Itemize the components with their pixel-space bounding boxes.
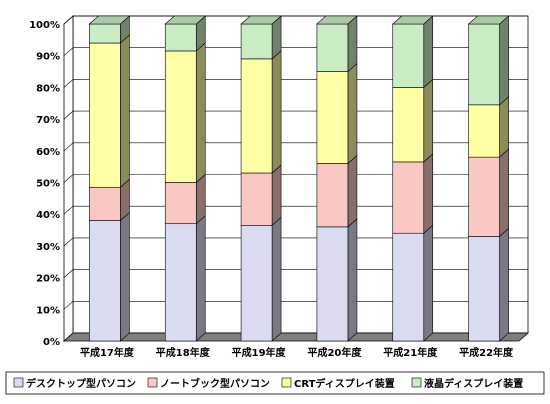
- legend-label: CRTディスプレイ装置: [294, 377, 395, 390]
- x-tick-label: 平成19年度: [232, 346, 287, 359]
- bar-segment: [164, 215, 206, 342]
- y-tick-label: 40%: [36, 210, 60, 221]
- legend-label: ノートブック型パソコン: [160, 377, 270, 390]
- bar-segment: [468, 148, 509, 238]
- gridline: [63, 15, 528, 25]
- gridline: [63, 142, 528, 152]
- legend-item: 液晶ディスプレイ装置: [411, 377, 523, 390]
- x-axis-ticks: 平成17年度 平成18年度 平成19年度 平成20年度 平成21年度 平成22年度: [80, 346, 514, 359]
- bar-stack: [88, 15, 131, 342]
- bar-segment: [316, 218, 358, 342]
- plot-floor: [62, 332, 530, 342]
- x-tick-label: 平成21年度: [383, 346, 438, 359]
- legend-label: デスクトップ型パソコン: [26, 377, 136, 390]
- legend-swatch: [13, 377, 24, 388]
- gridline: [63, 269, 528, 278]
- y-axis-ticks: 0% 10% 20% 30% 40% 50% 60% 70% 80% 90% 100%: [29, 20, 60, 348]
- bar-segment: [467, 15, 510, 106]
- x-tick-label: 平成20年度: [307, 346, 362, 359]
- gridlines: [63, 15, 528, 342]
- y-tick-label: 0%: [43, 337, 60, 348]
- y-tick-label: 70%: [36, 115, 60, 126]
- bar-segment: [392, 78, 434, 163]
- bar-segment: [240, 216, 282, 342]
- x-tick-label: 平成18年度: [156, 346, 211, 359]
- gridline: [63, 300, 528, 310]
- bar-segment: [164, 42, 206, 184]
- bar-segment: [392, 224, 434, 342]
- bar-stack: [240, 15, 282, 342]
- bar-segment: [89, 211, 130, 342]
- legend-item: ノートブック型パソコン: [147, 377, 270, 390]
- y-tick-label: 80%: [36, 83, 60, 94]
- bar-segment: [240, 50, 282, 174]
- bar-segment: [240, 164, 282, 226]
- y-tick-label: 90%: [36, 52, 60, 63]
- bar-segment: [316, 15, 358, 73]
- y-tick-label: 60%: [36, 147, 60, 158]
- gridline: [63, 79, 528, 88]
- bar-segment: [392, 153, 434, 234]
- bar-stack: [467, 15, 510, 342]
- bar-segment: [316, 62, 358, 165]
- legend-box: [5, 371, 545, 395]
- bar-segment: [89, 178, 130, 222]
- legend-label: 液晶ディスプレイ装置: [424, 377, 523, 390]
- bar-segment: [164, 15, 207, 52]
- bar-stack: [164, 15, 207, 342]
- bar-segment: [88, 15, 131, 44]
- y-tick-label: 30%: [36, 242, 60, 253]
- legend-item: デスクトップ型パソコン: [13, 377, 136, 390]
- legend-swatch: [411, 377, 422, 388]
- x-tick-label: 平成17年度: [80, 346, 135, 359]
- floor: [62, 332, 530, 342]
- legend: デスクトップ型パソコン ノートブック型パソコン CRTディスプレイ装置 液晶ディスプレ…: [5, 371, 545, 395]
- bar-segment: [316, 154, 358, 228]
- y-tick-label: 20%: [36, 274, 60, 285]
- y-tick-label: 50%: [36, 179, 60, 190]
- bar-segment: [468, 96, 509, 158]
- gridline: [63, 237, 528, 247]
- x-tick-label: 平成22年度: [459, 346, 514, 359]
- bar-segment: [468, 227, 509, 342]
- gridline: [63, 205, 528, 215]
- plot-back-wall: [63, 15, 529, 342]
- bar-stack: [316, 15, 358, 342]
- gridline: [63, 47, 528, 56]
- bar-stack: [391, 15, 434, 342]
- bar-segment: [89, 34, 130, 188]
- bar-segment: [240, 15, 282, 60]
- bar-segment: [391, 15, 434, 89]
- legend-swatch: [147, 377, 158, 388]
- legend-item: CRTディスプレイ装置: [281, 377, 395, 390]
- bar-segment: [164, 173, 206, 225]
- gridline: [63, 110, 528, 120]
- legend-swatch: [281, 377, 292, 388]
- y-tick-label: 10%: [36, 305, 60, 316]
- gridline: [63, 174, 528, 183]
- bars: [88, 15, 510, 342]
- y-tick-label: 100%: [29, 20, 60, 31]
